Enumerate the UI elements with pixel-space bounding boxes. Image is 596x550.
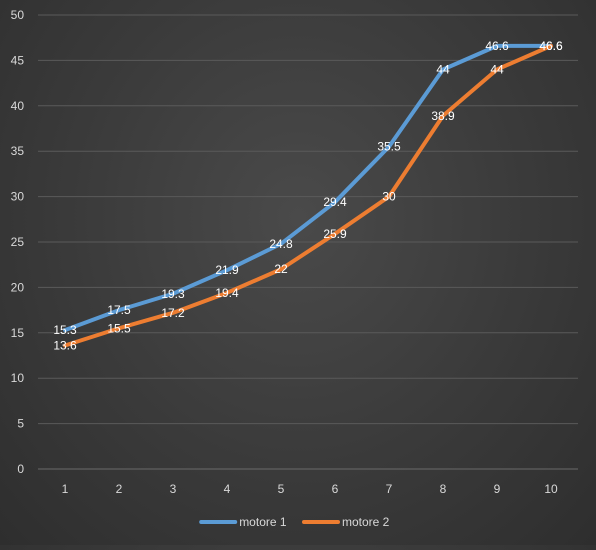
data-label: 13.6 — [53, 339, 77, 353]
legend-item-1: motore 1 — [199, 515, 287, 529]
legend-label: motore 2 — [342, 515, 390, 529]
x-tick-label: 9 — [494, 482, 501, 496]
data-label: 35.5 — [377, 140, 401, 154]
data-label: 25.9 — [323, 227, 347, 241]
y-tick-label: 10 — [11, 371, 25, 385]
x-tick-label: 1 — [62, 482, 69, 496]
x-tick-label: 10 — [544, 482, 558, 496]
x-tick-label: 6 — [332, 482, 339, 496]
x-tick-label: 8 — [440, 482, 447, 496]
data-label: 38.9 — [431, 109, 455, 123]
legend-item-2: motore 2 — [302, 515, 390, 529]
x-tick-label: 2 — [116, 482, 123, 496]
data-label: 44 — [436, 62, 450, 76]
y-tick-label: 25 — [11, 235, 25, 249]
x-tick-label: 7 — [386, 482, 393, 496]
series-line-2 — [63, 43, 553, 348]
y-tick-label: 30 — [11, 190, 25, 204]
x-tick-label: 3 — [170, 482, 177, 496]
y-tick-label: 35 — [11, 144, 25, 158]
data-labels: 15.3 17.5 19.3 21.9 24.8 29.4 35.5 44 46.6 46.6 13… — [53, 39, 563, 353]
x-tick-label: 5 — [278, 482, 285, 496]
data-label: 44 — [490, 62, 504, 76]
y-axis: 0 5 10 15 20 25 30 35 40 45 50 — [11, 8, 25, 476]
data-label: 46.6 — [485, 39, 509, 53]
legend-label: motore 1 — [239, 515, 287, 529]
legend: motore 1 motore 2 — [199, 515, 390, 529]
data-label: 15.3 — [53, 323, 77, 337]
x-axis: 1 2 3 4 5 6 7 8 9 10 — [62, 482, 558, 496]
series-line-1 — [63, 43, 553, 333]
data-label: 19.3 — [161, 287, 185, 301]
data-label: 22 — [274, 262, 288, 276]
data-label: 21.9 — [215, 263, 239, 277]
series-lines — [63, 43, 553, 348]
y-tick-label: 5 — [17, 417, 24, 431]
data-label: 17.5 — [107, 303, 131, 317]
data-label: 46.6 — [539, 39, 563, 53]
data-label: 30 — [382, 190, 396, 204]
data-label: 29.4 — [323, 195, 347, 209]
x-tick-label: 4 — [224, 482, 231, 496]
data-label: 15.5 — [107, 321, 131, 335]
data-label: 17.2 — [161, 306, 185, 320]
y-tick-label: 50 — [11, 8, 25, 22]
data-label: 19.4 — [215, 286, 239, 300]
grid-lines — [38, 14, 578, 470]
data-label: 46.6 — [539, 39, 563, 53]
y-tick-label: 0 — [17, 462, 24, 476]
y-tick-label: 15 — [11, 326, 25, 340]
y-tick-label: 45 — [11, 53, 25, 67]
data-label: 24.8 — [269, 237, 293, 251]
y-tick-label: 40 — [11, 99, 25, 113]
y-tick-label: 20 — [11, 280, 25, 294]
